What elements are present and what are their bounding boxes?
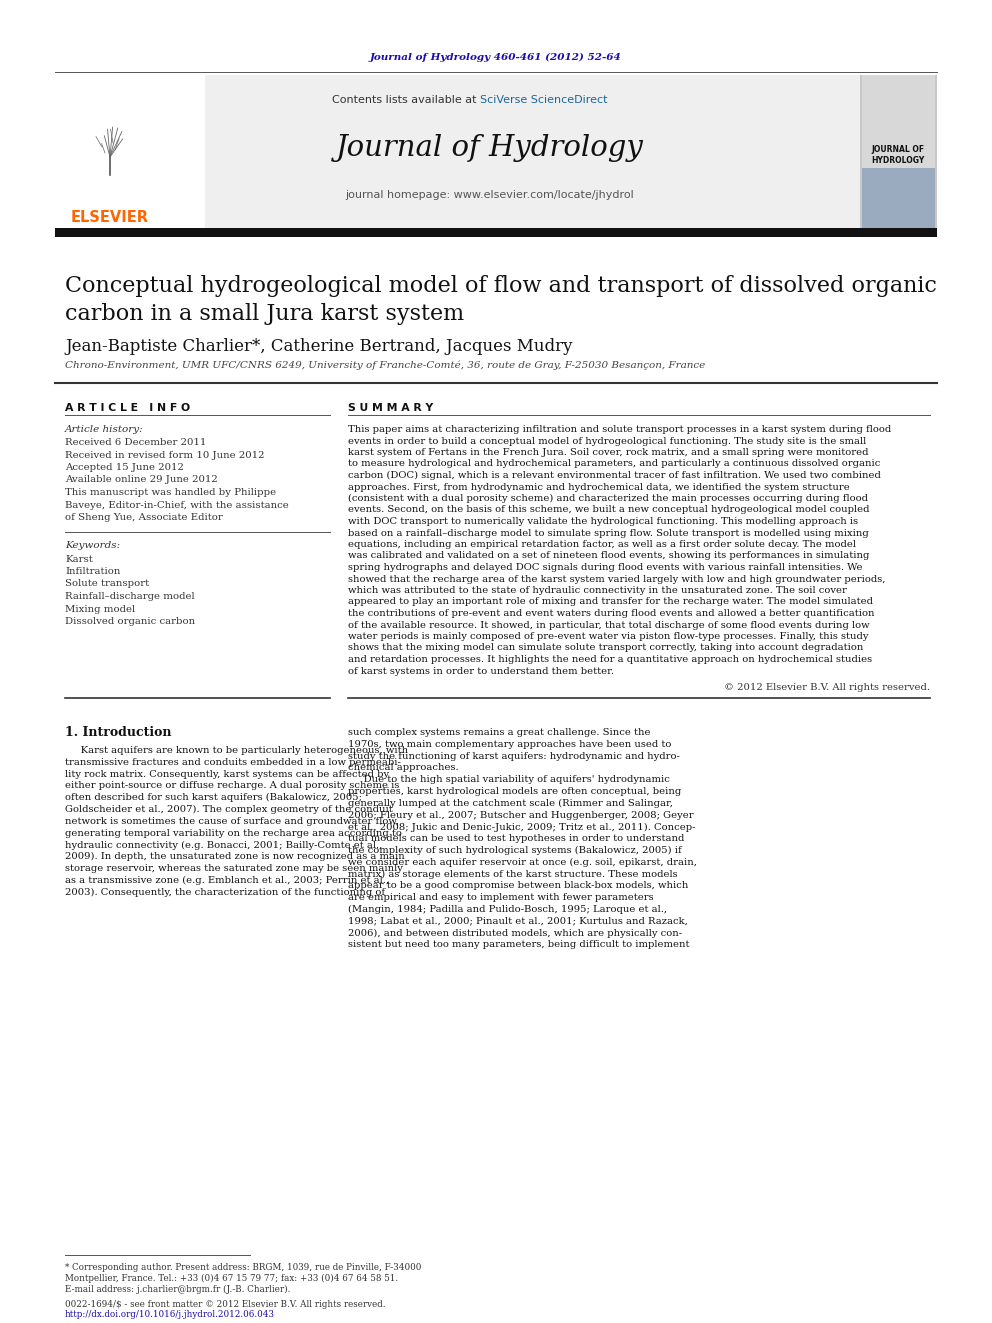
Text: often described for such karst aquifers (Bakalowicz, 2005;: often described for such karst aquifers … — [65, 794, 362, 802]
Text: appeared to play an important role of mixing and transfer for the recharge water: appeared to play an important role of mi… — [348, 598, 873, 606]
Text: Conceptual hydrogeological model of flow and transport of dissolved organic
carb: Conceptual hydrogeological model of flow… — [65, 275, 936, 325]
Text: journal homepage: www.elsevier.com/locate/jhydrol: journal homepage: www.elsevier.com/locat… — [345, 191, 634, 200]
Text: Montpellier, France. Tel.: +33 (0)4 67 15 79 77; fax: +33 (0)4 67 64 58 51.: Montpellier, France. Tel.: +33 (0)4 67 1… — [65, 1274, 398, 1283]
Text: properties, karst hydrological models are often conceptual, being: properties, karst hydrological models ar… — [348, 787, 682, 796]
Text: network is sometimes the cause of surface and groundwater flow,: network is sometimes the cause of surfac… — [65, 816, 399, 826]
Text: Baveye, Editor-in-Chief, with the assistance: Baveye, Editor-in-Chief, with the assist… — [65, 500, 289, 509]
Text: of karst systems in order to understand them better.: of karst systems in order to understand … — [348, 667, 614, 676]
Text: JOURNAL OF
HYDROLOGY: JOURNAL OF HYDROLOGY — [871, 146, 925, 164]
Text: water periods is mainly composed of pre-event water via piston flow-type process: water periods is mainly composed of pre-… — [348, 632, 869, 642]
Text: 0022-1694/$ - see front matter © 2012 Elsevier B.V. All rights reserved.: 0022-1694/$ - see front matter © 2012 El… — [65, 1301, 386, 1308]
Text: showed that the recharge area of the karst system varied largely with low and hi: showed that the recharge area of the kar… — [348, 574, 886, 583]
Text: based on a rainfall–discharge model to simulate spring flow. Solute transport is: based on a rainfall–discharge model to s… — [348, 528, 869, 537]
Text: study the functioning of karst aquifers: hydrodynamic and hydro-: study the functioning of karst aquifers:… — [348, 751, 680, 761]
Text: Available online 29 June 2012: Available online 29 June 2012 — [65, 475, 218, 484]
Bar — [55, 75, 205, 228]
Text: Jean-Baptiste Charlier*, Catherine Bertrand, Jacques Mudry: Jean-Baptiste Charlier*, Catherine Bertr… — [65, 337, 572, 355]
Text: * Corresponding author. Present address: BRGM, 1039, rue de Pinville, F-34000: * Corresponding author. Present address:… — [65, 1263, 422, 1271]
Text: to measure hydrological and hydrochemical parameters, and particularly a continu: to measure hydrological and hydrochemica… — [348, 459, 880, 468]
Text: S U M M A R Y: S U M M A R Y — [348, 404, 434, 413]
Text: generating temporal variability on the recharge area according to: generating temporal variability on the r… — [65, 828, 402, 837]
Text: Chrono-Environment, UMR UFC/CNRS 6249, University of Franche-Comté, 36, route de: Chrono-Environment, UMR UFC/CNRS 6249, U… — [65, 360, 705, 369]
Text: © 2012 Elsevier B.V. All rights reserved.: © 2012 Elsevier B.V. All rights reserved… — [724, 683, 930, 692]
Text: as a transmissive zone (e.g. Emblanch et al., 2003; Perrin et al.,: as a transmissive zone (e.g. Emblanch et… — [65, 876, 389, 885]
Bar — [862, 168, 935, 228]
Text: Due to the high spatial variability of aquifers' hydrodynamic: Due to the high spatial variability of a… — [348, 775, 670, 785]
Text: lity rock matrix. Consequently, karst systems can be affected by: lity rock matrix. Consequently, karst sy… — [65, 770, 389, 779]
Text: (consistent with a dual porosity scheme) and characterized the main processes oc: (consistent with a dual porosity scheme)… — [348, 493, 868, 503]
Text: such complex systems remains a great challenge. Since the: such complex systems remains a great cha… — [348, 728, 651, 737]
Text: chemical approaches.: chemical approaches. — [348, 763, 458, 773]
Text: 2006), and between distributed models, which are physically con-: 2006), and between distributed models, w… — [348, 929, 682, 938]
Bar — [55, 228, 937, 237]
Text: Goldscheider et al., 2007). The complex geometry of the conduit: Goldscheider et al., 2007). The complex … — [65, 804, 393, 814]
Text: Received in revised form 10 June 2012: Received in revised form 10 June 2012 — [65, 451, 265, 459]
Bar — [55, 75, 937, 228]
Text: equations, including an empirical retardation factor, as well as a first order s: equations, including an empirical retard… — [348, 540, 856, 549]
Text: which was attributed to the state of hydraulic connectivity in the unsaturated z: which was attributed to the state of hyd… — [348, 586, 847, 595]
Text: shows that the mixing model can simulate solute transport correctly, taking into: shows that the mixing model can simulate… — [348, 643, 863, 652]
Text: ELSEVIER: ELSEVIER — [71, 210, 149, 225]
Text: 2006; Fleury et al., 2007; Butscher and Huggenberger, 2008; Geyer: 2006; Fleury et al., 2007; Butscher and … — [348, 811, 693, 820]
Text: matrix) as storage elements of the karst structure. These models: matrix) as storage elements of the karst… — [348, 869, 678, 878]
Text: Karst aquifers are known to be particularly heterogeneous, with: Karst aquifers are known to be particula… — [65, 746, 408, 755]
Text: with DOC transport to numerically validate the hydrological functioning. This mo: with DOC transport to numerically valida… — [348, 517, 858, 527]
Text: Solute transport: Solute transport — [65, 579, 149, 589]
Text: sistent but need too many parameters, being difficult to implement: sistent but need too many parameters, be… — [348, 941, 689, 950]
Text: 2003). Consequently, the characterization of the functioning of: 2003). Consequently, the characterizatio… — [65, 888, 385, 897]
Text: http://dx.doi.org/10.1016/j.jhydrol.2012.06.043: http://dx.doi.org/10.1016/j.jhydrol.2012… — [65, 1310, 275, 1319]
Text: generally lumped at the catchment scale (Rimmer and Salingar,: generally lumped at the catchment scale … — [348, 799, 673, 808]
Text: Rainfall–discharge model: Rainfall–discharge model — [65, 591, 194, 601]
Text: carbon (DOC) signal, which is a relevant environmental tracer of fast infiltrati: carbon (DOC) signal, which is a relevant… — [348, 471, 881, 480]
Bar — [862, 75, 935, 168]
Text: This paper aims at characterizing infiltration and solute transport processes in: This paper aims at characterizing infilt… — [348, 425, 891, 434]
Text: Mixing model: Mixing model — [65, 605, 135, 614]
Text: Karst: Karst — [65, 554, 92, 564]
Text: 2009). In depth, the unsaturated zone is now recognized as a main: 2009). In depth, the unsaturated zone is… — [65, 852, 405, 861]
Text: Journal of Hydrology 460-461 (2012) 52-64: Journal of Hydrology 460-461 (2012) 52-6… — [370, 53, 622, 62]
Text: hydraulic connectivity (e.g. Bonacci, 2001; Bailly-Comte et al.,: hydraulic connectivity (e.g. Bonacci, 20… — [65, 840, 382, 849]
Text: Contents lists available at: Contents lists available at — [332, 95, 480, 105]
Text: approaches. First, from hydrodynamic and hydrochemical data, we identified the s: approaches. First, from hydrodynamic and… — [348, 483, 850, 492]
Text: either point-source or diffuse recharge. A dual porosity scheme is: either point-source or diffuse recharge.… — [65, 782, 400, 790]
Text: and retardation processes. It highlights the need for a quantitative approach on: and retardation processes. It highlights… — [348, 655, 872, 664]
Text: the complexity of such hydrological systems (Bakalowicz, 2005) if: the complexity of such hydrological syst… — [348, 845, 682, 855]
Text: was calibrated and validated on a set of nineteen flood events, showing its perf: was calibrated and validated on a set of… — [348, 552, 869, 561]
Text: This manuscript was handled by Philippe: This manuscript was handled by Philippe — [65, 488, 276, 497]
Text: Received 6 December 2011: Received 6 December 2011 — [65, 438, 206, 447]
Text: 1998; Labat et al., 2000; Pinault et al., 2001; Kurtulus and Razack,: 1998; Labat et al., 2000; Pinault et al.… — [348, 917, 687, 926]
Text: transmissive fractures and conduits embedded in a low permeabi-: transmissive fractures and conduits embe… — [65, 758, 401, 767]
Text: spring hydrographs and delayed DOC signals during flood events with various rain: spring hydrographs and delayed DOC signa… — [348, 564, 862, 572]
Text: events in order to build a conceptual model of hydrogeological functioning. The : events in order to build a conceptual mo… — [348, 437, 866, 446]
Text: Accepted 15 June 2012: Accepted 15 June 2012 — [65, 463, 184, 472]
Text: (Mangin, 1984; Padilla and Pulido-Bosch, 1995; Laroque et al.,: (Mangin, 1984; Padilla and Pulido-Bosch,… — [348, 905, 668, 914]
Text: storage reservoir, whereas the saturated zone may be seen mainly: storage reservoir, whereas the saturated… — [65, 864, 403, 873]
Text: Dissolved organic carbon: Dissolved organic carbon — [65, 617, 195, 626]
Text: SciVerse ScienceDirect: SciVerse ScienceDirect — [480, 95, 607, 105]
Text: the contributions of pre-event and event waters during flood events and allowed : the contributions of pre-event and event… — [348, 609, 875, 618]
Bar — [860, 75, 937, 228]
Text: Journal of Hydrology: Journal of Hydrology — [336, 134, 644, 161]
Text: et al., 2008; Jukic and Denic-Jukic, 2009; Tritz et al., 2011). Concep-: et al., 2008; Jukic and Denic-Jukic, 200… — [348, 823, 695, 832]
Text: events. Second, on the basis of this scheme, we built a new conceptual hydrogeol: events. Second, on the basis of this sch… — [348, 505, 870, 515]
Text: are empirical and easy to implement with fewer parameters: are empirical and easy to implement with… — [348, 893, 654, 902]
Text: A R T I C L E   I N F O: A R T I C L E I N F O — [65, 404, 190, 413]
Text: 1. Introduction: 1. Introduction — [65, 726, 172, 740]
Text: we consider each aquifer reservoir at once (e.g. soil, epikarst, drain,: we consider each aquifer reservoir at on… — [348, 857, 697, 867]
Text: Infiltration: Infiltration — [65, 568, 120, 576]
Text: karst system of Fertans in the French Jura. Soil cover, rock matrix, and a small: karst system of Fertans in the French Ju… — [348, 448, 869, 456]
Text: tual models can be used to test hypotheses in order to understand: tual models can be used to test hypothes… — [348, 835, 684, 843]
Text: appear to be a good compromise between black-box models, which: appear to be a good compromise between b… — [348, 881, 688, 890]
Text: E-mail address: j.charlier@brgm.fr (J.-B. Charlier).: E-mail address: j.charlier@brgm.fr (J.-B… — [65, 1285, 291, 1294]
Text: 1970s, two main complementary approaches have been used to: 1970s, two main complementary approaches… — [348, 740, 672, 749]
Text: Article history:: Article history: — [65, 425, 144, 434]
Text: of Sheng Yue, Associate Editor: of Sheng Yue, Associate Editor — [65, 513, 223, 523]
Text: of the available resource. It showed, in particular, that total discharge of som: of the available resource. It showed, in… — [348, 620, 870, 630]
Text: Keywords:: Keywords: — [65, 541, 120, 550]
